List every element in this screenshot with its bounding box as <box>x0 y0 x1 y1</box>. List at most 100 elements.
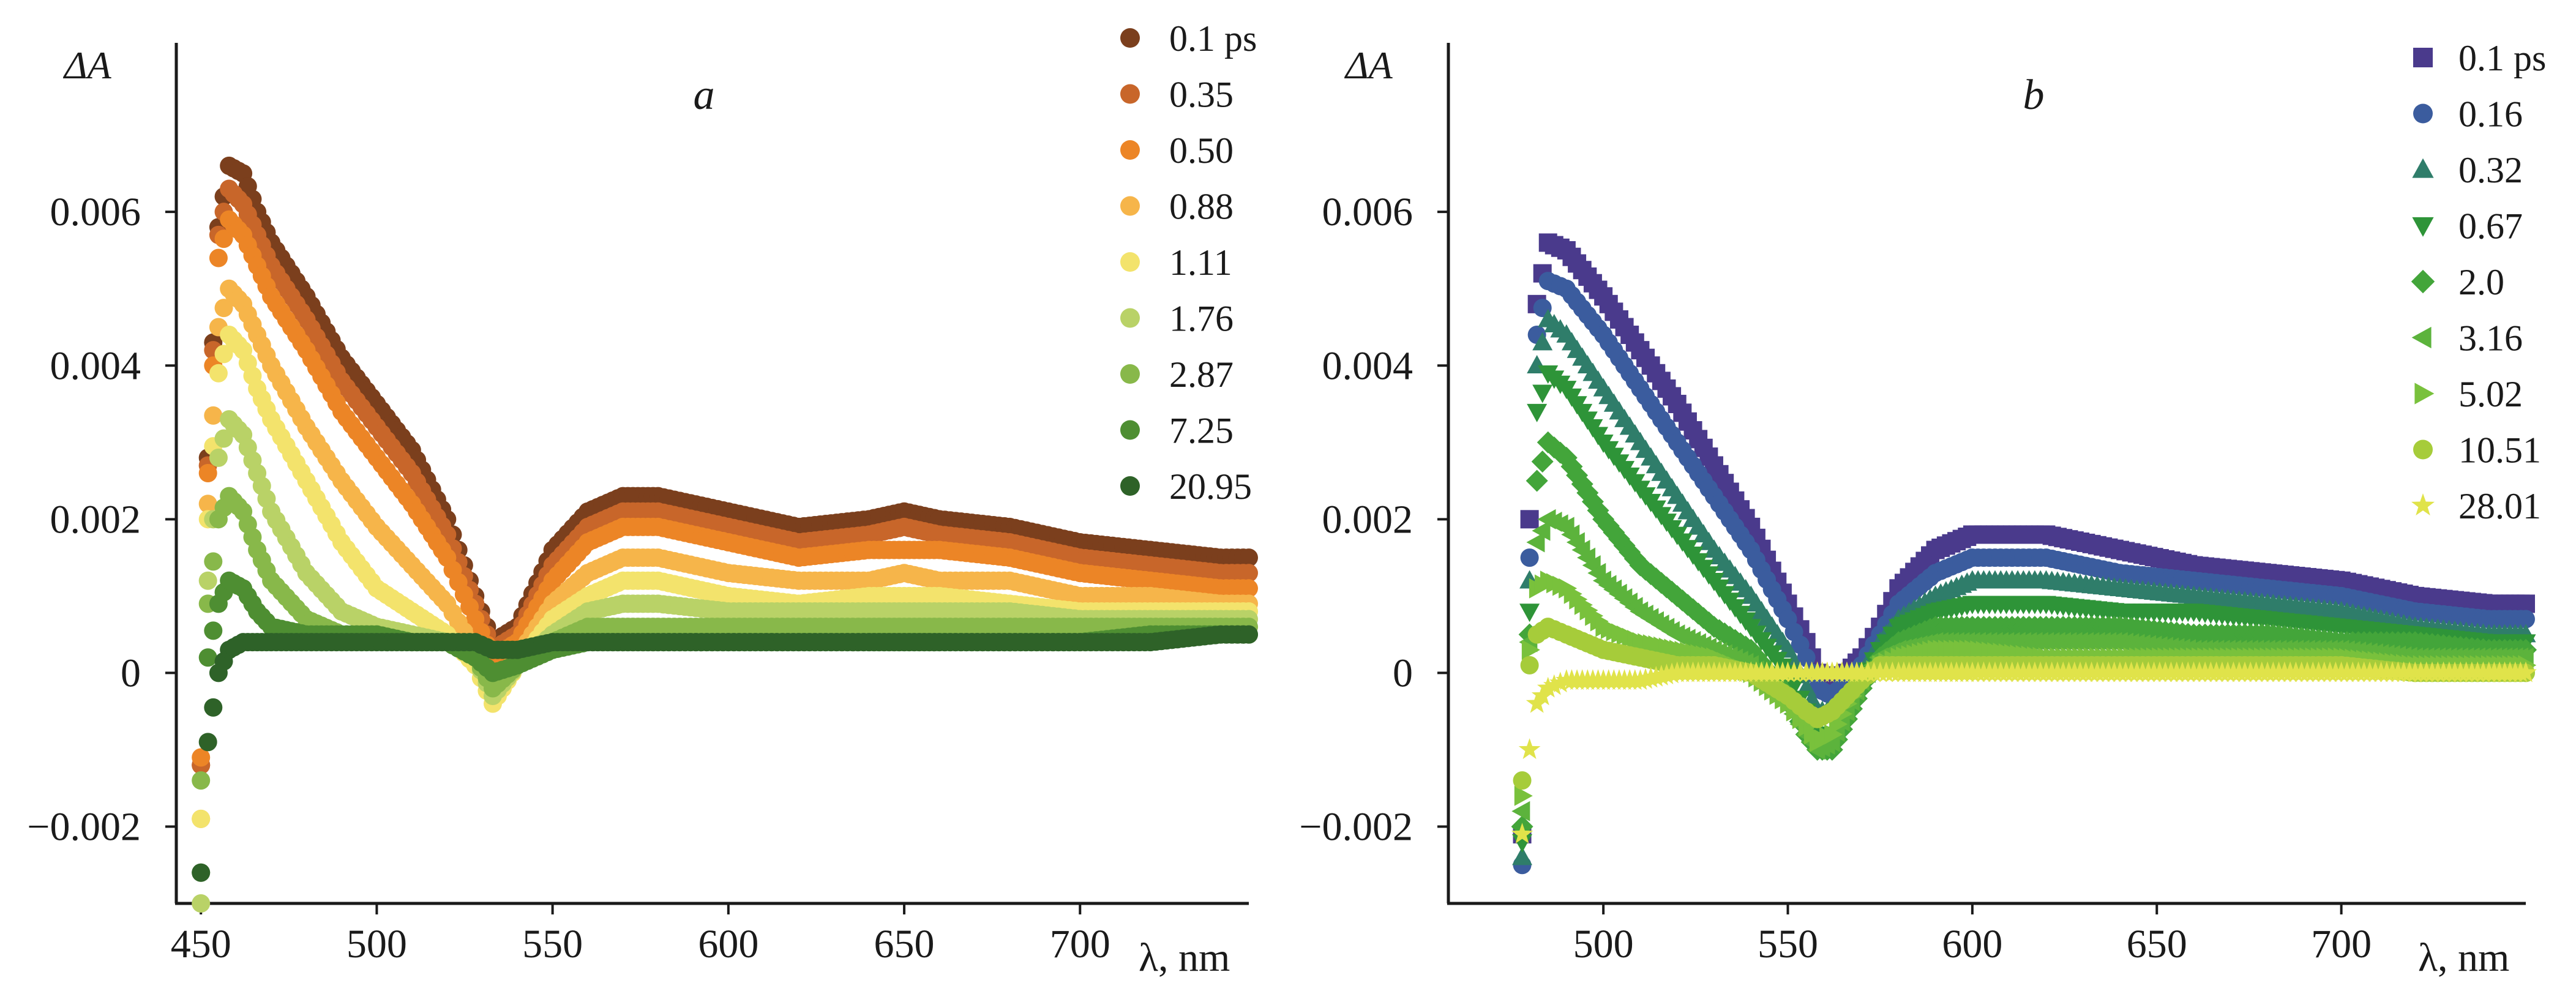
panel-b-legend-marker <box>2412 158 2434 178</box>
panel-b-data-point <box>1520 510 1539 529</box>
panel-a-data-point <box>204 698 223 717</box>
panel-a-data-point <box>198 571 217 590</box>
panel-b-legend-marker <box>2413 48 2433 67</box>
panel-a-ytick-label: 0.004 <box>50 343 141 388</box>
panel-b-data-point <box>1797 648 1816 667</box>
panel-b-data-point <box>2517 594 2535 613</box>
panel-b-xticks: 500 550 600 650 700 <box>1573 903 2372 966</box>
panel-a-legend-marker <box>1120 140 1140 160</box>
panel-b-legend: 0.1 ps 0.16 0.32 0.67 2.0 3.16 5.02 10.51 28.01 <box>2411 38 2546 526</box>
panel-a-legend: 0.1 ps 0.35 0.50 0.88 1.11 1.76 2.87 7.25 20.95 <box>1120 18 1257 507</box>
panel-a: ΔA a λ, nm 450 500 550 600 650 700 −0.002 0 0.0… <box>27 18 1258 980</box>
panel-a-letter: a <box>694 72 715 119</box>
panel-a-legend-label: 2.87 <box>1169 354 1234 395</box>
panel-b-legend-label: 0.32 <box>2458 150 2523 190</box>
panel-b-letter: b <box>2023 72 2045 119</box>
panel-a-xticks: 450 500 550 600 650 700 <box>171 903 1110 966</box>
panel-a-data-point <box>214 299 233 318</box>
panel-b-ytick-label: 0.004 <box>1322 343 1413 388</box>
panel-a-legend-label: 20.95 <box>1169 466 1252 507</box>
panel-b-series-1 <box>1513 233 2535 844</box>
panel-b-ytick-label: 0 <box>1393 651 1413 695</box>
panel-a-data-point <box>198 495 217 514</box>
panel-b-legend-label: 10.51 <box>2458 430 2541 471</box>
panel-a-data-point <box>209 448 228 467</box>
panel-b-ylabel: ΔA <box>1344 43 1393 87</box>
panel-b-legend-label: 0.67 <box>2458 206 2523 247</box>
panel-a-series-3 <box>192 210 1258 767</box>
panel-b-data-point <box>1518 738 1541 760</box>
panel-a-series-2 <box>192 179 1258 775</box>
panel-a-series-1 <box>192 156 1258 775</box>
panel-b-data-point <box>1511 801 1530 821</box>
panel-b-data-point <box>1521 640 1540 660</box>
panel-a-data-point <box>1240 548 1258 567</box>
panel-b-data-point <box>1519 604 1540 622</box>
panel-a-xlabel: λ, nm <box>1139 935 1230 980</box>
panel-a-xtick-label: 500 <box>346 922 407 966</box>
panel-a-legend-marker <box>1120 28 1140 48</box>
panel-a-legend-label: 0.1 ps <box>1169 18 1257 59</box>
panel-b-data-point <box>1512 846 1533 865</box>
panel-b-data-point <box>1511 823 1533 844</box>
panel-b-xtick-label: 550 <box>1758 922 1818 966</box>
panel-b-series-2 <box>1513 272 2535 875</box>
panel-a-legend-marker <box>1120 308 1140 328</box>
panel-a-data-point <box>1240 564 1258 583</box>
panel-b-legend-marker <box>2412 217 2434 237</box>
panel-a-data-point <box>209 364 228 383</box>
panel-b-data-point <box>2515 661 2537 682</box>
panel-a-xtick-label: 700 <box>1050 922 1110 966</box>
panel-a-ytick-label: 0 <box>121 651 141 695</box>
panel-b-ytick-label: −0.002 <box>1299 804 1413 849</box>
panel-a-xtick-label: 450 <box>171 922 231 966</box>
panel-a-data-point <box>198 733 217 752</box>
panel-b-yticks: −0.002 0 0.002 0.004 0.006 <box>1299 190 1448 849</box>
panel-a-legend-marker <box>1120 364 1140 384</box>
panel-b-legend-marker <box>2413 439 2433 460</box>
panel-a-legend-label: 0.35 <box>1169 75 1234 115</box>
panel-a-legend-label: 1.11 <box>1169 242 1232 283</box>
panel-a-data-point <box>192 771 211 790</box>
panel-b-data-point <box>1824 724 1843 745</box>
panel-b-legend-label: 28.01 <box>2458 486 2541 526</box>
panel-b-data-point <box>1531 450 1554 473</box>
panel-b-legend-label: 5.02 <box>2458 374 2523 414</box>
panel-a-data-point <box>192 894 211 913</box>
panel-b-data-point <box>1526 532 1545 553</box>
panel-b-xtick-label: 700 <box>2311 922 2372 966</box>
panel-b-data-point <box>1549 671 1571 693</box>
panel-b-series <box>1511 233 2537 875</box>
panel-b-legend-label: 0.1 ps <box>2458 38 2546 78</box>
panel-a-legend-label: 1.76 <box>1169 299 1234 339</box>
panel-a-data-point <box>1240 625 1258 644</box>
panel-b-data-point <box>1520 656 1539 674</box>
panel-a-data-point <box>192 863 211 882</box>
panel-b-data-point <box>2517 610 2535 629</box>
panel-a-legend-label: 0.88 <box>1169 187 1234 227</box>
panel-b-legend-marker <box>2411 326 2432 349</box>
panel-a-xtick-label: 550 <box>522 922 583 966</box>
panel-a-legend-marker <box>1120 252 1140 272</box>
panel-a-data-point <box>214 345 233 364</box>
panel-a-legend-marker <box>1120 420 1140 440</box>
panel-a-legend-marker <box>1120 196 1140 216</box>
panel-b-data-point <box>1537 676 1559 698</box>
panel-a-legend-marker <box>1120 84 1140 104</box>
panel-b-legend-marker <box>2411 269 2435 294</box>
panel-b-legend-label: 3.16 <box>2458 318 2523 359</box>
panel-a-data-point <box>1240 579 1258 598</box>
panel-b-xtick-label: 650 <box>2127 922 2187 966</box>
panel-b-xlabel: λ, nm <box>2418 935 2509 980</box>
panel-a-legend-label: 0.50 <box>1169 130 1234 171</box>
panel-b-legend-label: 2.0 <box>2458 262 2504 302</box>
panel-a-yticks: −0.002 0 0.002 0.004 0.006 <box>27 190 176 849</box>
panel-b: ΔA b λ, nm 500 550 600 650 700 −0.002 0 0.002 0… <box>1299 38 2546 980</box>
panel-b-legend-marker <box>2411 493 2435 516</box>
panel-b-legend-marker <box>2414 383 2435 405</box>
panel-a-data-point <box>198 648 217 667</box>
panel-a-series-9 <box>192 625 1258 882</box>
panel-a-data-point <box>204 552 223 571</box>
